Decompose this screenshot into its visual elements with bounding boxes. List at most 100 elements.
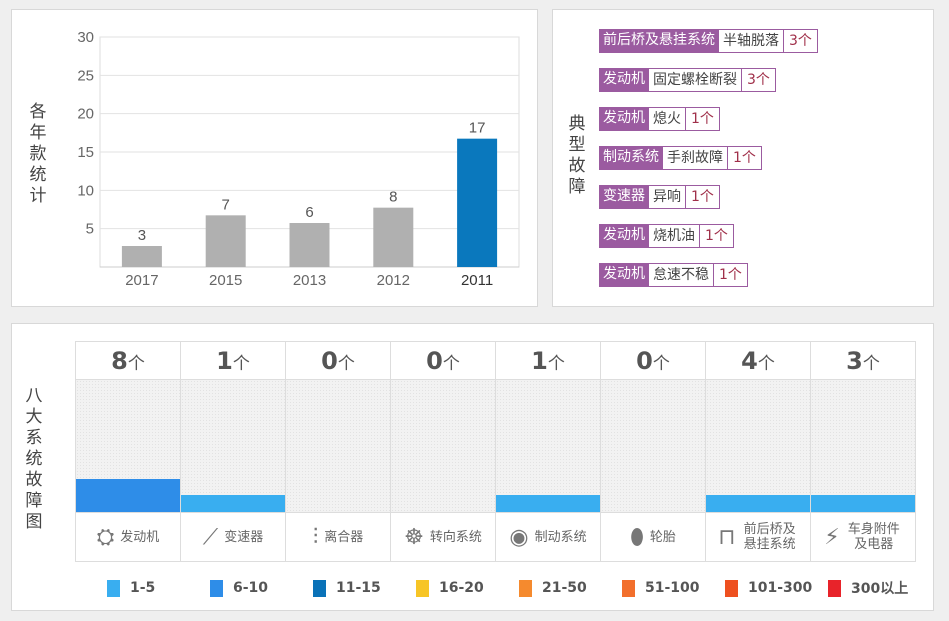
fault-description: 烧机油 bbox=[649, 224, 700, 248]
system-column[interactable]: 0个 ☸ 转向系统 bbox=[391, 342, 496, 561]
system-bar bbox=[76, 479, 180, 512]
system-bar bbox=[496, 495, 600, 512]
typical-fault-item[interactable]: 发动机 固定螺栓断裂 3个 bbox=[599, 68, 776, 92]
count-value: 0 bbox=[321, 347, 338, 375]
battery-icon: ⚡ bbox=[824, 524, 840, 550]
system-column[interactable]: 4个 ⊓ 前后桥及悬挂系统 bbox=[706, 342, 811, 561]
system-column[interactable]: 0个 ⬮ 轮胎 bbox=[601, 342, 706, 561]
system-bar bbox=[706, 495, 810, 512]
tire-icon: ⬮ bbox=[630, 524, 644, 550]
system-column[interactable]: 3个 ⚡ 车身附件及电器 bbox=[811, 342, 915, 561]
year-bar-chart: 5 10 15 20 25 30 3 2017 7 2015 6 2013 8 2012 17 2011 bbox=[77, 29, 520, 289]
legend-label: 1-5 bbox=[130, 580, 156, 596]
count-value: 0 bbox=[426, 347, 443, 375]
typical-fault-item[interactable]: 前后桥及悬挂系统 半轴脱落 3个 bbox=[599, 29, 818, 53]
legend-item: 51-100 bbox=[622, 578, 725, 598]
system-bar-area bbox=[286, 380, 390, 512]
system-bar-area bbox=[181, 380, 285, 512]
typical-fault-item[interactable]: 发动机 烧机油 1个 bbox=[599, 224, 734, 248]
x-tick-label: 2017 bbox=[125, 272, 158, 289]
system-column[interactable]: 8个 ⛭ 发动机 bbox=[76, 342, 181, 561]
system-name: 转向系统 bbox=[429, 529, 482, 545]
system-bar bbox=[181, 495, 285, 512]
fault-count: 1个 bbox=[714, 263, 748, 287]
count-unit: 个 bbox=[862, 354, 880, 374]
fault-count: 1个 bbox=[686, 185, 720, 209]
typical-fault-item[interactable]: 变速器 异响 1个 bbox=[599, 185, 720, 209]
system-column[interactable]: 1个 ◉ 制动系统 bbox=[496, 342, 601, 561]
y-tick-label: 25 bbox=[77, 67, 94, 84]
legend-item: 21-50 bbox=[519, 578, 622, 598]
system-count: 0个 bbox=[601, 342, 705, 380]
count-unit: 个 bbox=[127, 354, 145, 374]
legend-label: 21-50 bbox=[542, 580, 587, 596]
fault-system: 发动机 bbox=[599, 107, 649, 131]
system-column[interactable]: 1个 ⟋ 变速器 bbox=[181, 342, 286, 561]
system-bar-area bbox=[601, 380, 705, 512]
bar-value-label: 17 bbox=[469, 120, 486, 137]
bar-value-label: 7 bbox=[222, 196, 230, 213]
legend-label: 51-100 bbox=[645, 580, 700, 596]
count-unit: 个 bbox=[652, 354, 670, 374]
count-value: 1 bbox=[216, 347, 233, 375]
fault-count: 3个 bbox=[742, 68, 776, 92]
fault-system: 前后桥及悬挂系统 bbox=[599, 29, 719, 53]
fault-description: 异响 bbox=[649, 185, 686, 209]
typical-faults-label: 典型故障 bbox=[568, 114, 586, 197]
count-unit: 个 bbox=[442, 354, 460, 374]
system-bar-area bbox=[811, 380, 915, 512]
typical-fault-item[interactable]: 发动机 熄火 1个 bbox=[599, 107, 720, 131]
legend-swatch bbox=[313, 579, 326, 597]
typical-fault-item[interactable]: 发动机 怠速不稳 1个 bbox=[599, 263, 748, 287]
legend-swatch bbox=[828, 579, 841, 597]
legend-item: 1-5 bbox=[107, 578, 210, 598]
system-count: 0个 bbox=[286, 342, 390, 380]
system-bar bbox=[811, 495, 915, 512]
typical-fault-item[interactable]: 制动系统 手刹故障 1个 bbox=[599, 146, 762, 170]
system-bar-area bbox=[391, 380, 495, 512]
system-name: 车身附件及电器 bbox=[847, 522, 900, 552]
axle-icon: ⊓ bbox=[718, 524, 736, 550]
x-tick-label: 2015 bbox=[209, 272, 242, 289]
engine-icon: ⛭ bbox=[96, 524, 115, 550]
fault-system: 发动机 bbox=[599, 68, 649, 92]
legend-item: 101-300 bbox=[725, 578, 828, 598]
brake-disc-icon: ◉ bbox=[509, 524, 529, 550]
legend-item: 11-15 bbox=[313, 578, 416, 598]
system-name: 制动系统 bbox=[534, 529, 587, 545]
bar bbox=[121, 246, 162, 267]
x-tick-label: 2012 bbox=[377, 272, 410, 289]
fault-description: 固定螺栓断裂 bbox=[649, 68, 742, 92]
legend-swatch bbox=[107, 579, 120, 597]
system-count: 1个 bbox=[496, 342, 600, 380]
system-count: 4个 bbox=[706, 342, 810, 380]
bar-value-label: 3 bbox=[138, 227, 146, 244]
system-bar-area bbox=[76, 380, 180, 512]
fault-description: 怠速不稳 bbox=[649, 263, 714, 287]
systems-grid: 8个 ⛭ 发动机 1个 ⟋ 变速器 0个 ⫶ 离合器 0个 ☸ 转向系统 1个 ◉ 制动系统 0个 … bbox=[75, 341, 916, 562]
count-unit: 个 bbox=[337, 354, 355, 374]
eight-systems-label: 八大系统故障图 bbox=[25, 386, 43, 532]
legend-label: 300以上 bbox=[851, 581, 909, 597]
y-tick-label: 30 bbox=[77, 29, 94, 46]
y-tick-label: 15 bbox=[77, 144, 94, 161]
system-count: 0个 bbox=[391, 342, 495, 380]
count-value: 8 bbox=[111, 347, 128, 375]
year-stats-panel: 各年款统计 5 10 15 20 25 30 3 2017 7 2015 6 2013 8 2012 17 2… bbox=[11, 9, 538, 307]
x-tick-label: 2011 bbox=[461, 272, 493, 289]
system-name: 离合器 bbox=[324, 529, 364, 545]
legend-item: 16-20 bbox=[416, 578, 519, 598]
y-tick-label: 5 bbox=[86, 221, 94, 238]
bar bbox=[289, 223, 330, 267]
system-count: 1个 bbox=[181, 342, 285, 380]
legend-label: 11-15 bbox=[336, 580, 381, 596]
bar bbox=[457, 138, 498, 267]
bar-value-label: 8 bbox=[389, 189, 397, 206]
system-column[interactable]: 0个 ⫶ 离合器 bbox=[286, 342, 391, 561]
fault-system: 发动机 bbox=[599, 224, 649, 248]
system-name: 前后桥及悬挂系统 bbox=[743, 522, 796, 552]
system-name: 发动机 bbox=[120, 529, 160, 545]
count-value: 0 bbox=[636, 347, 653, 375]
eight-systems-panel: 八大系统故障图 8个 ⛭ 发动机 1个 ⟋ 变速器 0个 ⫶ 离合器 0个 ☸ 转向系统 1个 … bbox=[11, 323, 934, 611]
count-unit: 个 bbox=[232, 354, 250, 374]
